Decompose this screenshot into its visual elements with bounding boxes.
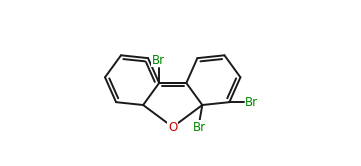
Text: O: O xyxy=(168,121,177,133)
Text: Br: Br xyxy=(245,96,258,109)
Text: Br: Br xyxy=(193,121,206,134)
Text: Br: Br xyxy=(152,54,165,67)
